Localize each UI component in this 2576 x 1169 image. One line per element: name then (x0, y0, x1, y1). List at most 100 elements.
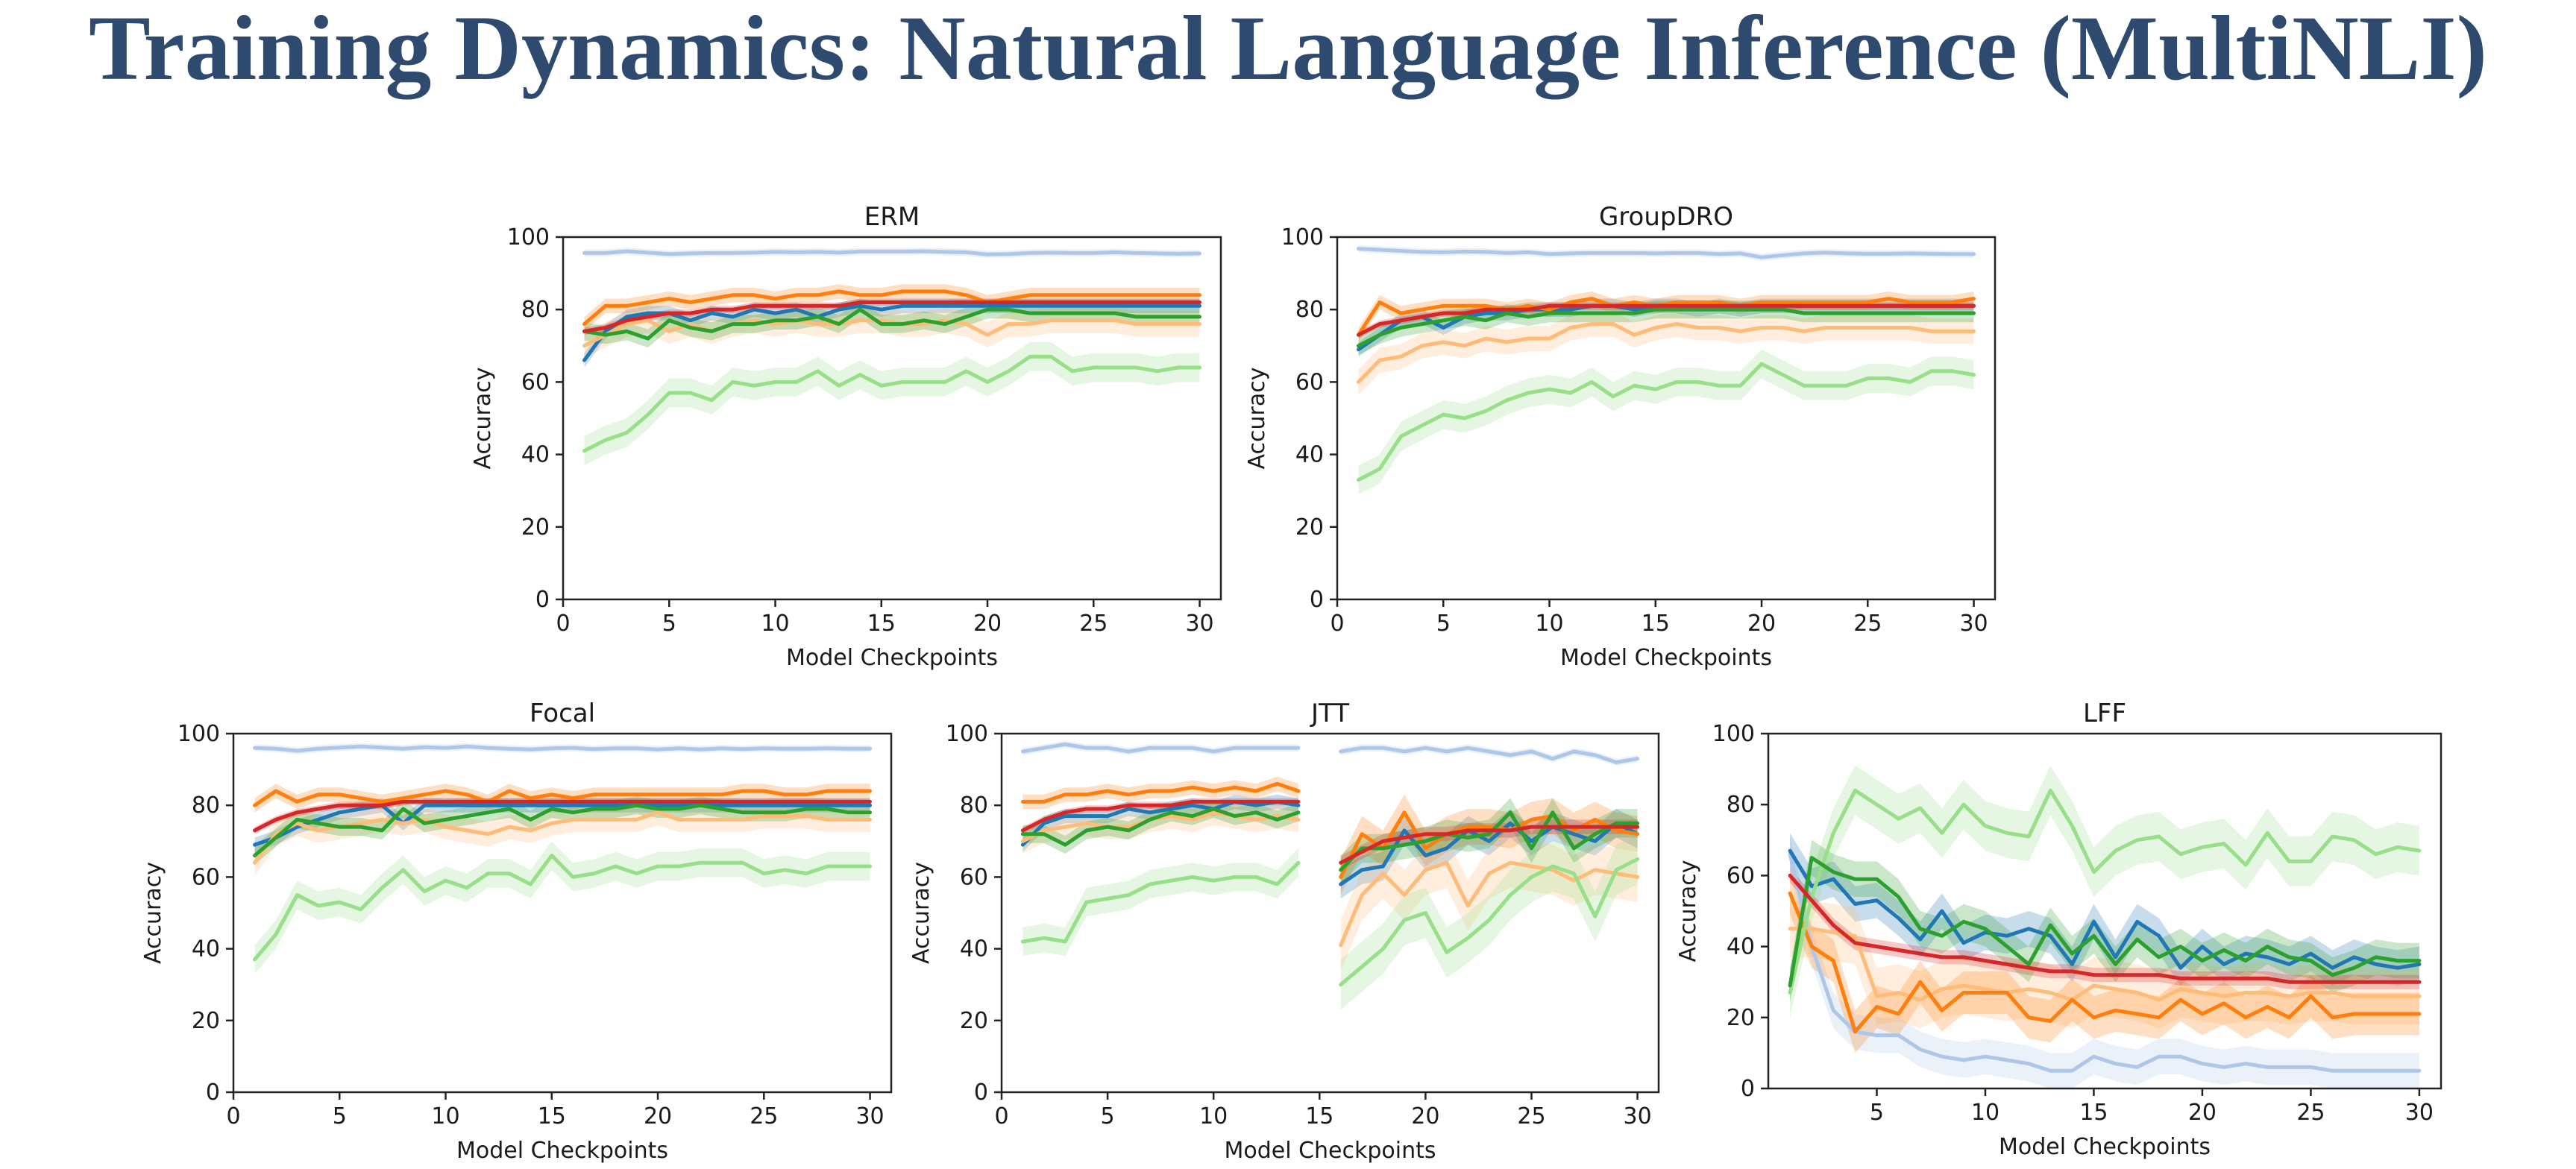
series-line-light_blue (1020, 742, 1301, 754)
y-tick-label: 40 (1295, 442, 1324, 468)
series-line-light_orange (1788, 927, 2422, 1002)
x-tick-label: 15 (538, 1103, 566, 1129)
y-tick-label: 60 (521, 369, 550, 395)
y-tick-label: 20 (960, 1008, 988, 1034)
chart-focal: 0 5 10 15 20 25 30 0 20 40 60 80 100 Focal Model Check… (140, 699, 893, 1164)
y-tick-label: 40 (1727, 934, 1755, 960)
y-tick-label: 40 (960, 936, 988, 962)
y-axis-label: Accuracy (1244, 368, 1270, 470)
x-axis-label: Model Checkpoints (1224, 1138, 1436, 1164)
y-tick-label: 100 (1281, 224, 1324, 250)
x-tick-label: 15 (1305, 1103, 1333, 1129)
plot-frame (1767, 732, 2443, 1090)
y-tick-label: 0 (1741, 1076, 1755, 1102)
y-tick-label: 60 (192, 864, 220, 890)
y-tick-label: 0 (974, 1080, 988, 1106)
plot-frame (1000, 732, 1660, 1094)
chart-title: GroupDRO (1599, 202, 1733, 232)
series-line-red (1788, 873, 2422, 984)
series-line-orange (253, 789, 872, 807)
y-tick-label: 80 (1295, 297, 1324, 323)
chart-title: JTT (1310, 699, 1349, 728)
y-tick-label: 100 (1712, 721, 1755, 747)
chart-lff: 5 10 15 20 25 30 0 20 40 60 80 100 LFF Model Checkpoi… (1675, 699, 2443, 1160)
y-tick-label: 20 (521, 514, 550, 541)
y-tick-label: 20 (1727, 1005, 1755, 1031)
series-line-red (1357, 303, 1976, 337)
series-line-light_green (582, 354, 1201, 453)
y-tick-label: 100 (507, 224, 550, 250)
series-line-light_orange (253, 810, 872, 865)
x-tick-label: 30 (1623, 1103, 1651, 1129)
plot-frame (232, 732, 893, 1094)
plot-frame (1336, 236, 1997, 601)
y-tick-label: 0 (206, 1080, 220, 1106)
series-band-blue (1790, 833, 2419, 986)
series-line-green (1788, 856, 2422, 988)
x-tick-label: 15 (2079, 1100, 2108, 1126)
series-line-light_green (1788, 788, 2422, 995)
series-band-light_blue (1790, 836, 2419, 1088)
x-axis-label: Model Checkpoints (1999, 1134, 2211, 1160)
x-tick-label: 5 (333, 1103, 347, 1129)
series-line-green (1020, 807, 1301, 847)
series-band-light_green (254, 841, 870, 974)
chart-erm: 0 5 10 15 20 25 30 0 20 40 60 80 100 ERM Model Checkpo… (470, 202, 1222, 671)
series-line-green (1357, 307, 1976, 348)
series-band-light_green (584, 341, 1200, 466)
series-line-blue (1788, 848, 2422, 970)
x-tick-label: 10 (431, 1103, 459, 1129)
series-line-orange (1339, 810, 1640, 879)
series-line-blue (253, 803, 872, 847)
x-axis-label: Model Checkpoints (456, 1138, 668, 1164)
series-band-light_orange (1790, 900, 2419, 1029)
x-tick-label: 15 (867, 611, 896, 637)
y-tick-label: 100 (178, 721, 220, 747)
x-tick-label: 25 (2296, 1100, 2325, 1126)
x-tick-label: 20 (644, 1103, 672, 1129)
chart-title: Focal (530, 699, 595, 728)
series-line-light_green (1339, 857, 1640, 987)
y-axis-label: Accuracy (908, 862, 934, 964)
series-line-light_orange (1357, 322, 1976, 384)
y-tick-label: 60 (1727, 863, 1755, 889)
chart-jtt: 0 5 10 15 20 25 30 0 20 40 60 80 100 JTT Model Checkpo… (908, 699, 1660, 1164)
y-axis-label: Accuracy (1675, 860, 1701, 962)
x-tick-label: 0 (556, 611, 570, 637)
series-line-green (253, 803, 872, 857)
series-line-light_green (1020, 860, 1301, 944)
x-tick-label: 5 (662, 611, 676, 637)
series-line-light_blue (1357, 247, 1976, 259)
y-tick-label: 80 (960, 793, 988, 819)
x-tick-label: 10 (1199, 1103, 1228, 1129)
y-tick-label: 20 (192, 1008, 220, 1034)
series-line-light_blue (253, 744, 872, 753)
y-tick-label: 80 (192, 793, 220, 819)
x-tick-label: 30 (1959, 611, 1988, 637)
x-tick-label: 20 (2188, 1100, 2217, 1126)
chart-title: LFF (2083, 699, 2126, 728)
x-tick-label: 5 (1870, 1100, 1884, 1126)
x-tick-label: 5 (1436, 611, 1451, 637)
series-line-light_blue (582, 249, 1201, 256)
x-axis-label: Model Checkpoints (786, 645, 998, 671)
x-tick-label: 10 (761, 611, 789, 637)
x-tick-label: 25 (1079, 611, 1108, 637)
series-line-light_blue (1788, 852, 2422, 1073)
chart-groupdro: 0 5 10 15 20 25 30 0 20 40 60 80 100 GroupDRO Model Ch… (1244, 202, 1997, 671)
series-line-orange (1788, 891, 2422, 1034)
series-line-blue (1020, 799, 1301, 847)
x-tick-label: 20 (1411, 1103, 1439, 1129)
series-line-red (1339, 825, 1640, 865)
y-tick-label: 60 (960, 864, 988, 890)
x-tick-label: 30 (855, 1103, 884, 1129)
x-axis-label: Model Checkpoints (1560, 645, 1772, 671)
series-line-green (582, 307, 1201, 341)
y-tick-label: 100 (946, 721, 988, 747)
series-band-light_green (1022, 848, 1298, 957)
x-tick-label: 20 (1747, 611, 1776, 637)
x-tick-label: 20 (973, 611, 1002, 637)
y-tick-label: 40 (521, 442, 550, 468)
x-tick-label: 15 (1642, 611, 1670, 637)
